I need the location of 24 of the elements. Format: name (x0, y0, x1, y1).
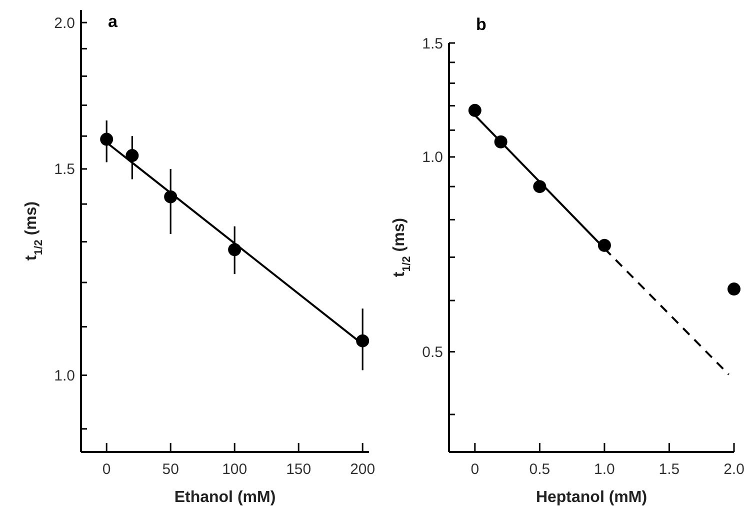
x-tick-label: 1.5 (658, 461, 680, 478)
x-tick-label: 100 (222, 461, 248, 478)
x-tick-label: 1.0 (594, 461, 615, 478)
y-tick-label: 1.0 (54, 368, 75, 385)
point (728, 282, 740, 296)
x-tick-label: 0.5 (529, 461, 550, 478)
point (100, 132, 114, 146)
y-tick-label: 1.0 (422, 149, 443, 166)
x-tick-label: 50 (162, 461, 179, 478)
x-tick-label: 0 (470, 461, 480, 478)
chart-title: a (108, 12, 118, 31)
chart-title: b (476, 15, 486, 34)
y-tick-label: 1.5 (54, 161, 75, 178)
point (126, 149, 139, 162)
x-axis-title: Heptanol (mM) (536, 489, 648, 506)
x-tick-label: 0 (102, 461, 111, 478)
point (468, 104, 482, 117)
y-tick-label: 0.5 (422, 344, 443, 362)
x-tick-label: 150 (286, 461, 312, 478)
y-tick-label: 2.0 (54, 14, 75, 32)
x-tick-label: 2.0 (724, 461, 744, 478)
x-axis-title: Ethanol (mM) (174, 489, 276, 506)
x-tick-label: 200 (350, 461, 376, 478)
y-tick-label: 1.5 (422, 35, 443, 52)
